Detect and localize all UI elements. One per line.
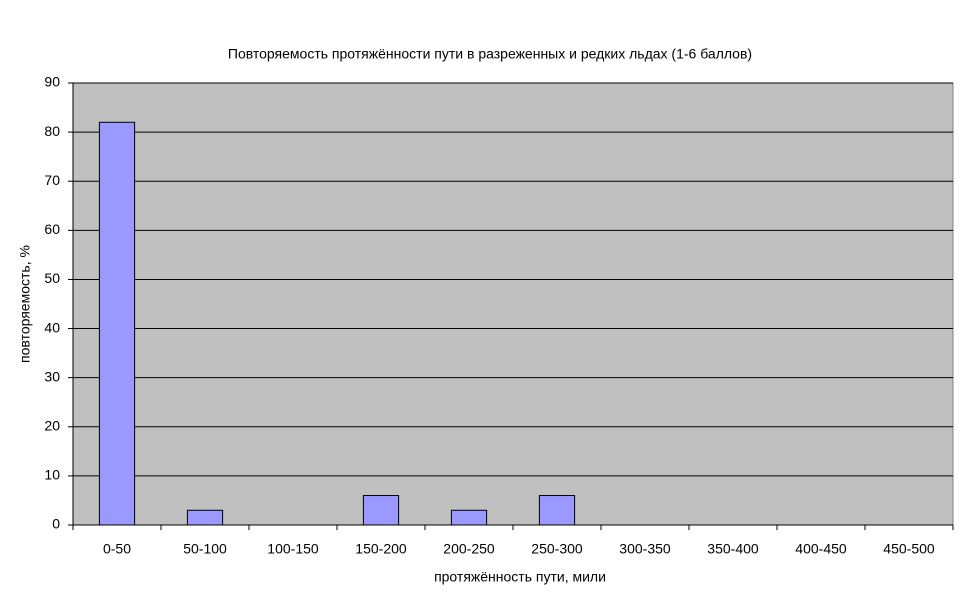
x-tick-label: 450-500 xyxy=(883,541,935,557)
y-tick-label: 50 xyxy=(44,270,60,286)
bar xyxy=(98,121,136,526)
x-tick-label: 400-450 xyxy=(795,541,847,557)
x-tick-label: 250-300 xyxy=(531,541,583,557)
x-tick-label: 300-350 xyxy=(619,541,671,557)
y-tick-label: 40 xyxy=(44,319,60,335)
x-tick-label: 0-50 xyxy=(103,541,131,557)
x-tick-label: 100-150 xyxy=(267,541,319,557)
bar xyxy=(538,495,576,526)
x-tick-label: 50-100 xyxy=(183,541,227,557)
y-tick-label: 30 xyxy=(44,368,60,384)
x-tick-label: 350-400 xyxy=(707,541,759,557)
bar xyxy=(186,509,224,526)
y-tick-label: 10 xyxy=(44,467,60,483)
bar xyxy=(450,509,488,526)
y-tick-label: 20 xyxy=(44,417,60,433)
x-tick-label: 200-250 xyxy=(443,541,495,557)
y-tick-label: 90 xyxy=(44,74,60,90)
y-tick-label: 70 xyxy=(44,172,60,188)
y-axis-label: повторяемость, % xyxy=(17,245,33,363)
chart-title: Повторяемость протяжённости пути в разре… xyxy=(228,46,752,62)
y-tick-label: 80 xyxy=(44,123,60,139)
y-tick-label: 0 xyxy=(52,516,60,532)
y-tick-label: 60 xyxy=(44,221,60,237)
x-axis-label: протяжённость пути, мили xyxy=(434,569,606,585)
plot-area xyxy=(72,82,954,526)
x-tick-label: 150-200 xyxy=(355,541,407,557)
bar xyxy=(362,495,400,526)
